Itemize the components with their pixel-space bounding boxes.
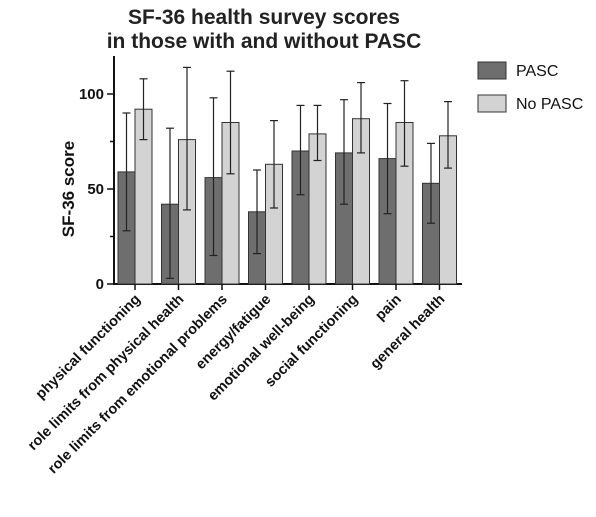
y-tick-label-100: 100 <box>79 86 104 103</box>
legend: PASC No PASC <box>477 61 583 113</box>
x-tick-label-6: pain <box>372 292 404 324</box>
y-tick-label-50: 50 <box>87 181 104 198</box>
legend-swatch-0 <box>477 61 507 80</box>
chart-title-line-2: in those with and without PASC <box>107 30 422 53</box>
legend-label-0: PASC <box>516 63 558 80</box>
x-tick-label-2: role limits from emotional problems <box>45 292 231 478</box>
legend-label-1: No PASC <box>516 96 583 113</box>
y-tick-label-0: 0 <box>96 276 104 293</box>
x-tick-label-1: role limits from physical health <box>25 292 187 454</box>
legend-swatch-1 <box>477 94 507 113</box>
chart-title-line-1: SF-36 health survey scores <box>128 6 400 29</box>
x-tick-label-3: energy/fatigue <box>193 292 274 373</box>
x-tick-label-7: general health <box>367 292 448 373</box>
y-axis-label: SF-36 score <box>59 141 78 237</box>
